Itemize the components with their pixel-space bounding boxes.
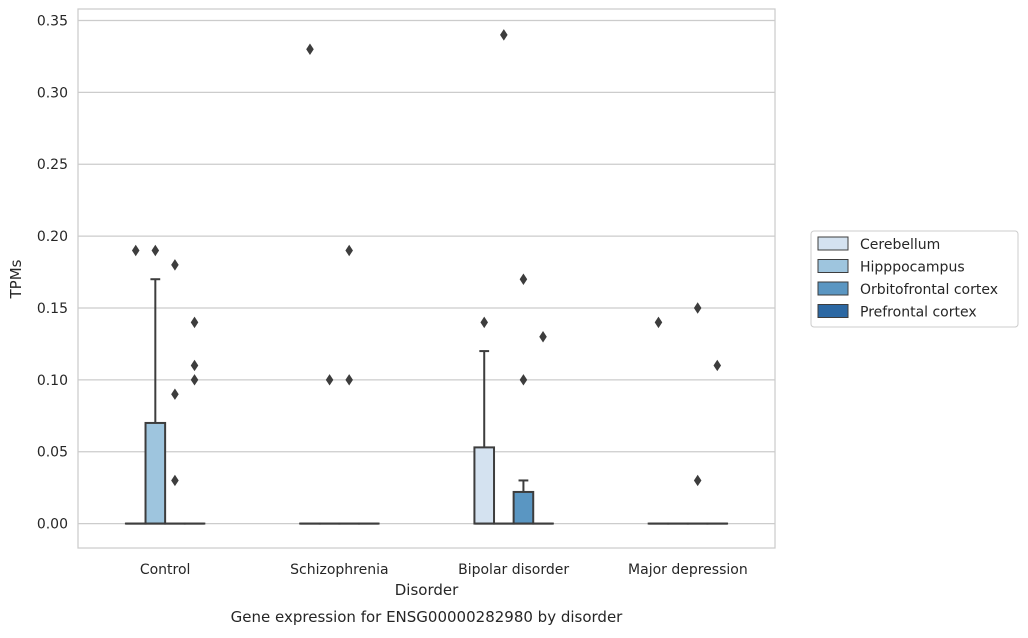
outlier-point (346, 375, 353, 385)
legend-swatch (818, 237, 848, 250)
outlier-point (326, 375, 333, 385)
x-tick-label: Schizophrenia (290, 562, 388, 578)
box (146, 423, 166, 524)
outlier-point (152, 245, 159, 255)
y-tick-label: 0.10 (37, 373, 68, 389)
legend-label: Hipppocampus (860, 260, 965, 276)
outlier-point (481, 317, 488, 327)
outlier-point (694, 475, 701, 485)
box (514, 492, 534, 524)
legend-label: Orbitofrontal cortex (860, 282, 998, 298)
legend-swatch (818, 305, 848, 318)
legend-label: Prefrontal cortex (860, 305, 977, 321)
x-tick-label: Control (140, 562, 191, 578)
legend-swatch (818, 282, 848, 295)
y-tick-label: 0.20 (37, 229, 68, 245)
outlier-point (655, 317, 662, 327)
y-tick-label: 0.30 (37, 85, 68, 101)
outlier-point (501, 30, 508, 40)
outlier-point (172, 475, 179, 485)
y-tick-label: 0.05 (37, 445, 68, 461)
outlier-point (346, 245, 353, 255)
outliers (132, 30, 720, 486)
outlier-point (714, 360, 721, 370)
y-tick-label: 0.15 (37, 301, 68, 317)
y-tick-label: 0.00 (37, 517, 68, 533)
outlier-point (191, 317, 198, 327)
outlier-point (172, 260, 179, 270)
y-axis-label: TPMs (7, 259, 25, 299)
legend-label: Cerebellum (860, 237, 940, 253)
outlier-point (540, 332, 547, 342)
y-tick-label: 0.35 (37, 13, 68, 29)
outlier-point (520, 375, 527, 385)
y-tick-label: 0.25 (37, 157, 68, 173)
legend-swatch (818, 260, 848, 273)
outlier-point (694, 303, 701, 313)
x-tick-label: Bipolar disorder (458, 562, 569, 578)
boxes (126, 279, 727, 523)
plot-frame (78, 9, 775, 548)
outlier-point (191, 375, 198, 385)
x-axis-label: Disorder (395, 581, 459, 599)
outlier-point (172, 389, 179, 399)
outlier-point (307, 44, 314, 54)
y-axis-ticks: 0.00 0.05 0.10 0.15 0.20 0.25 0.30 0.35 (37, 13, 68, 532)
legend: Cerebellum Hipppocampus Orbitofrontal cort… (811, 231, 1018, 327)
outlier-point (520, 274, 527, 284)
outlier-point (132, 245, 139, 255)
x-axis-ticks: Control Schizophrenia Bipolar disorder Majo… (140, 562, 748, 578)
outlier-point (191, 360, 198, 370)
x-tick-label: Major depression (628, 562, 748, 578)
chart-caption: Gene expression for ENSG00000282980 by d… (231, 608, 624, 626)
grid-lines (78, 20, 775, 523)
box (474, 447, 494, 523)
